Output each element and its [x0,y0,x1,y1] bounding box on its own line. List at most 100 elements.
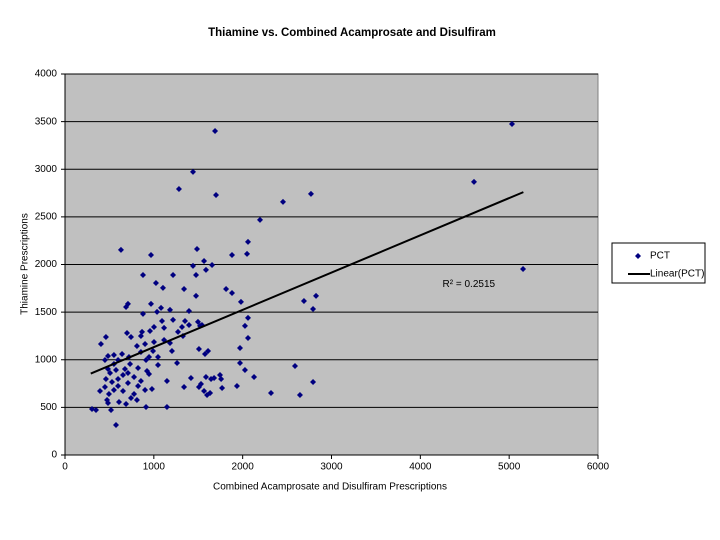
data-point [127,360,134,367]
y-tick-label: 4000 [35,69,58,80]
data-point [97,340,104,347]
legend-marker [635,253,641,259]
legend-box [611,242,706,284]
data-point [470,178,477,185]
data-point [163,377,170,384]
data-point [279,198,286,205]
data-point [133,396,140,403]
data-point [112,421,119,428]
data-point [170,316,177,323]
data-point [170,271,177,278]
data-point [241,322,248,329]
y-tick-label: 3000 [35,164,58,175]
data-point [143,356,150,363]
data-point [131,390,138,397]
data-point [187,374,194,381]
data-point [155,353,162,360]
data-point [154,308,161,315]
data-point [509,121,516,128]
x-tick-label: 1000 [143,462,166,473]
data-point [148,385,155,392]
data-point [101,383,108,390]
y-tick-label: 500 [40,402,57,413]
data-point [120,371,127,378]
x-tick-label: 5000 [498,462,521,473]
data-point [300,297,307,304]
data-point [307,190,314,197]
data-point [120,387,127,394]
data-point [150,347,157,354]
data-point [147,251,154,258]
x-tick-label: 4000 [409,462,432,473]
data-point [296,391,303,398]
data-point [175,185,182,192]
data-point [116,398,123,405]
data-point [131,373,138,380]
data-point [190,262,197,269]
data-point [182,317,189,324]
data-point [124,300,131,307]
x-tick-label: 3000 [320,462,343,473]
data-point [128,333,135,340]
data-point [181,383,188,390]
y-tick-label: 2500 [35,212,58,223]
data-point [209,261,216,268]
data-point [147,300,154,307]
data-point [155,361,162,368]
data-point [204,391,211,398]
data-point [223,285,230,292]
data-point [201,387,208,394]
data-point [89,405,96,412]
data-point [244,250,251,257]
data-point [151,338,158,345]
data-point [143,403,150,410]
x-tick-label: 0 [62,462,68,473]
data-point [112,366,119,373]
r-squared-annotation: R² = 0.2515 [443,279,496,290]
data-point [105,390,112,397]
data-point [219,384,226,391]
data-point [159,284,166,291]
data-point [121,365,128,372]
data-point [152,279,159,286]
data-point [133,342,140,349]
data-point [108,378,115,385]
data-point [104,399,111,406]
data-point [194,245,201,252]
data-point [186,307,193,314]
data-point [520,265,527,272]
data-point [137,332,144,339]
data-point [135,364,142,371]
data-point [93,406,100,413]
data-point [158,304,165,311]
data-point [110,386,117,393]
data-point [193,292,200,299]
data-point [310,378,317,385]
data-point [229,289,236,296]
y-tick-label: 3500 [35,116,58,127]
data-point [202,350,209,357]
y-tick-label: 1500 [35,307,58,318]
data-point [186,321,193,328]
legend-label: PCT [650,251,670,262]
data-point [142,340,149,347]
chart-title: Thiamine vs. Combined Acamprosate and Di… [208,27,496,39]
data-point [139,310,146,317]
data-point [147,327,154,334]
data-point [244,238,251,245]
data-point [119,350,126,357]
data-point [291,362,298,369]
data-point [213,191,220,198]
y-axis-label: Thiamine Prescriptions [20,213,31,315]
data-point [167,306,174,313]
data-point [244,314,251,321]
data-point [124,379,131,386]
data-point [237,298,244,305]
data-point [174,328,181,335]
data-point [218,375,225,382]
data-point [251,373,258,380]
data-point [102,333,109,340]
data-point [195,383,202,390]
legend-label: Linear(PCT) [650,269,704,280]
data-point [195,345,202,352]
